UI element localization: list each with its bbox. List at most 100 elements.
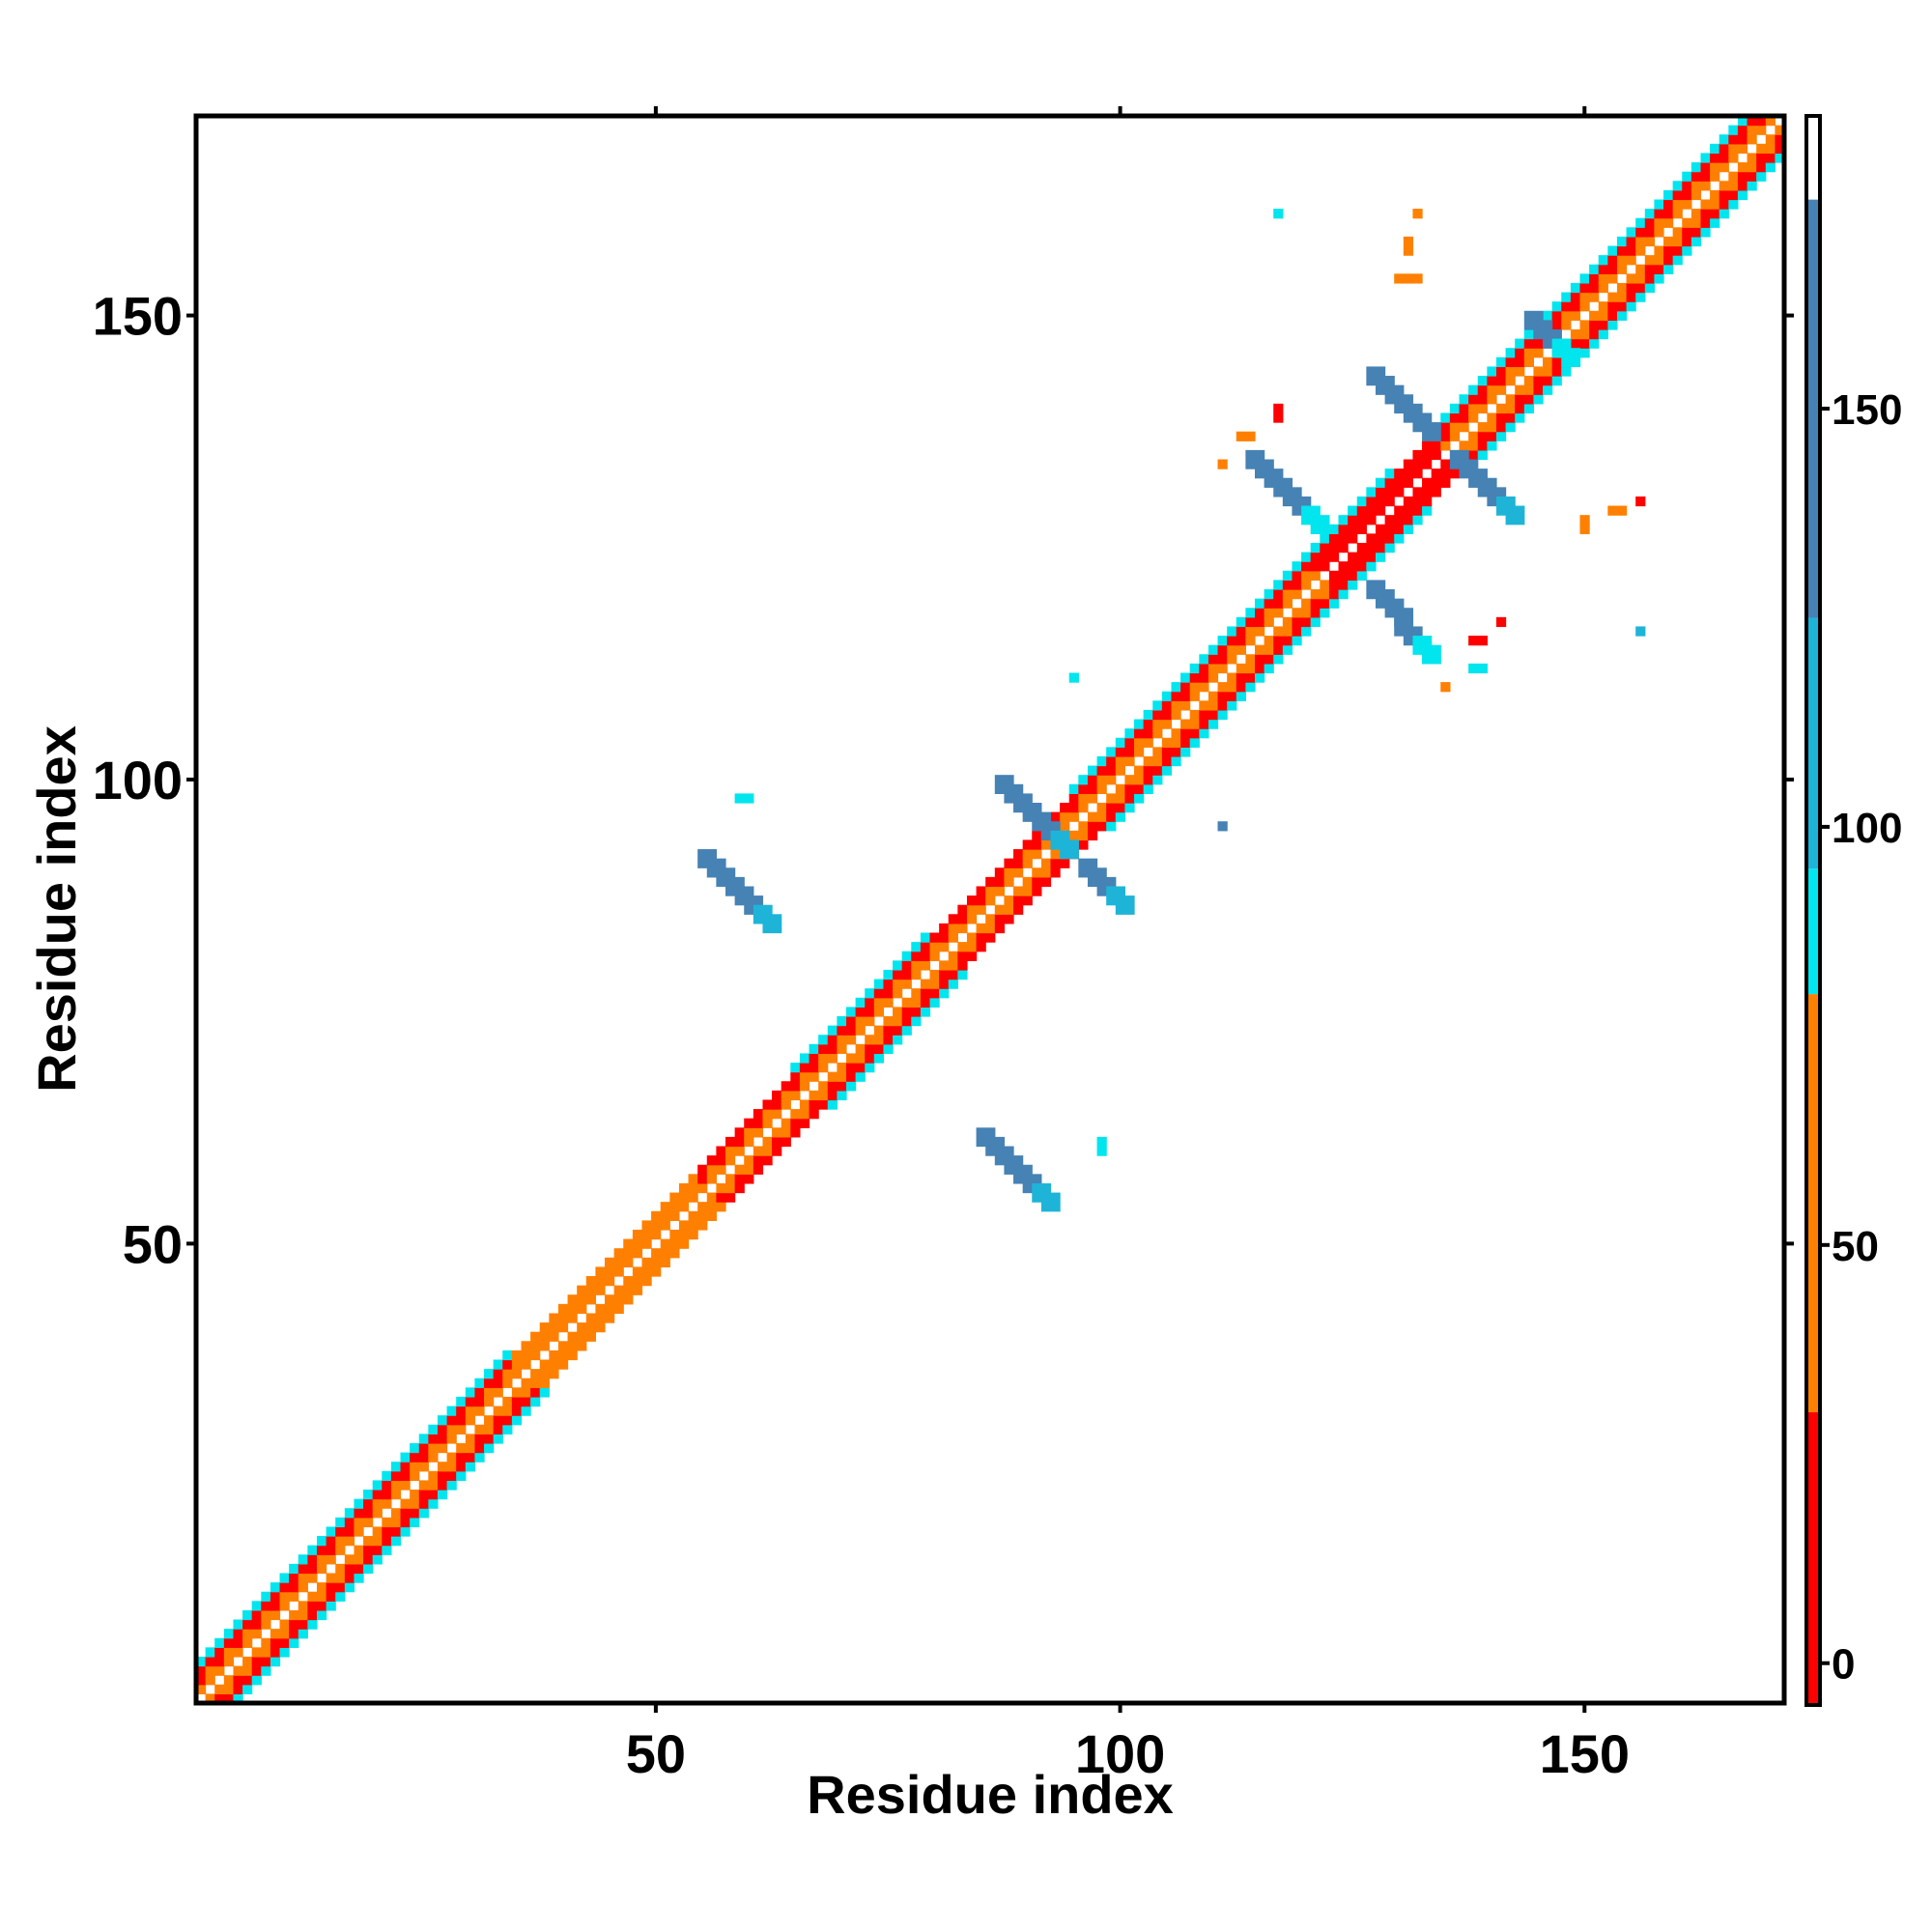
contact-cell (1115, 895, 1135, 915)
diagonal-cell (1171, 682, 1181, 693)
diagonal-cell (1068, 811, 1079, 822)
diagonal-cell (734, 1127, 745, 1138)
diagonal-cell (382, 1526, 392, 1537)
diagonal-cell (1161, 755, 1173, 767)
contact-point (1068, 672, 1079, 683)
diagonal-cell (818, 1090, 829, 1101)
diagonal-cell (716, 1182, 726, 1194)
diagonal-cell (865, 1007, 875, 1017)
diagonal-cell (539, 1341, 550, 1351)
diagonal-cell (1134, 765, 1145, 776)
diagonal-cell (251, 1656, 262, 1667)
diagonal-cell (567, 1350, 578, 1361)
diagonal-cell (1495, 403, 1507, 414)
diagonal-cell (1264, 598, 1274, 609)
diagonal-cell (632, 1238, 643, 1249)
diagonal-cell (400, 1470, 411, 1482)
diagonal-cell (1106, 755, 1117, 767)
diagonal-cell (855, 1015, 866, 1027)
diagonal-cell (1004, 858, 1014, 868)
diagonal-cell (1644, 217, 1655, 228)
diagonal-cell (1654, 245, 1664, 256)
diagonal-cell (911, 988, 922, 999)
diagonal-cell (1255, 672, 1265, 683)
diagonal-cell (1124, 783, 1135, 794)
diagonal-cell (307, 1545, 318, 1555)
diagonal-cell (1199, 682, 1209, 693)
x-axis-title: Residue index (807, 1764, 1174, 1825)
diagonal-cell (1115, 765, 1125, 776)
diagonal-cell (1282, 626, 1293, 637)
diagonal-cell (400, 1462, 411, 1472)
diagonal-cell (1654, 209, 1664, 219)
diagonal-cell (893, 1035, 903, 1045)
diagonal-cell (335, 1591, 346, 1602)
diagonal-cell (1292, 636, 1302, 646)
diagonal-cell (948, 923, 958, 934)
diagonal-cell (901, 1015, 912, 1027)
diagonal-cell (233, 1675, 243, 1686)
diagonal-cell (855, 1007, 866, 1017)
diagonal-cell (484, 1387, 495, 1398)
colorbar-band (1806, 617, 1820, 869)
diagonal-cell (1301, 616, 1312, 628)
diagonal-cell (1700, 162, 1711, 173)
diagonal-cell (688, 1210, 698, 1221)
diagonal-cell (567, 1331, 578, 1342)
diagonal-cell (1236, 691, 1246, 701)
diagonal-cell (920, 997, 931, 1008)
diagonal-cell (994, 904, 1006, 915)
diagonal-cell (1551, 366, 1562, 377)
diagonal-cell (1022, 849, 1033, 860)
diagonal-cell (390, 1462, 402, 1472)
diagonal-cell (1227, 682, 1237, 693)
diagonal-cell (1747, 116, 1757, 127)
diagonal-cell (400, 1480, 411, 1491)
diagonal-cell (1320, 561, 1330, 572)
diagonal-cell (1087, 775, 1098, 785)
diagonal-cell (883, 1043, 894, 1055)
colorbar-tick-label: 50 (1832, 1223, 1879, 1270)
diagonal-cell (893, 979, 903, 989)
diagonal-cell (948, 979, 958, 989)
diagonal-cell (697, 1174, 708, 1184)
diagonal-cell (316, 1563, 327, 1575)
diagonal-cell (1487, 366, 1497, 377)
diagonal-cell (372, 1545, 383, 1555)
contact-point (1236, 431, 1256, 441)
diagonal-cell (1728, 125, 1739, 135)
diagonal-cell (799, 1053, 810, 1064)
diagonal-cell (1672, 199, 1683, 210)
diagonal-cell (1561, 366, 1572, 377)
diagonal-cell (1134, 783, 1145, 794)
diagonal-cell (957, 923, 968, 934)
diagonal-cell (1217, 654, 1228, 665)
diagonal-cell (298, 1601, 308, 1611)
diagonal-cell (716, 1146, 726, 1156)
diagonal-cell (1487, 394, 1497, 405)
diagonal-cell (1440, 440, 1451, 451)
contact-point (1217, 821, 1228, 832)
diagonal-cell (929, 969, 940, 980)
diagonal-cell (1348, 580, 1358, 590)
diagonal-cell (446, 1434, 457, 1444)
diagonal-cell (1654, 227, 1664, 238)
diagonal-cell (1710, 143, 1720, 155)
diagonal-cell (474, 1387, 485, 1398)
diagonal-cell (1134, 719, 1145, 729)
diagonal-cell (1690, 189, 1702, 201)
diagonal-cell (762, 1109, 773, 1120)
diagonal-cell (1737, 181, 1748, 191)
contact-point (1412, 209, 1423, 219)
diagonal-cell (1356, 515, 1367, 526)
diagonal-cell (1180, 691, 1191, 701)
diagonal-cell (557, 1303, 569, 1315)
diagonal-cell (251, 1647, 262, 1658)
diagonal-cell (688, 1182, 698, 1194)
diagonal-cell (196, 1656, 207, 1667)
diagonal-cell (261, 1619, 271, 1630)
diagonal-cell (418, 1508, 429, 1519)
diagonal-cell (456, 1415, 467, 1426)
diagonal-cell (781, 1099, 791, 1110)
diagonal-cell (530, 1378, 541, 1388)
